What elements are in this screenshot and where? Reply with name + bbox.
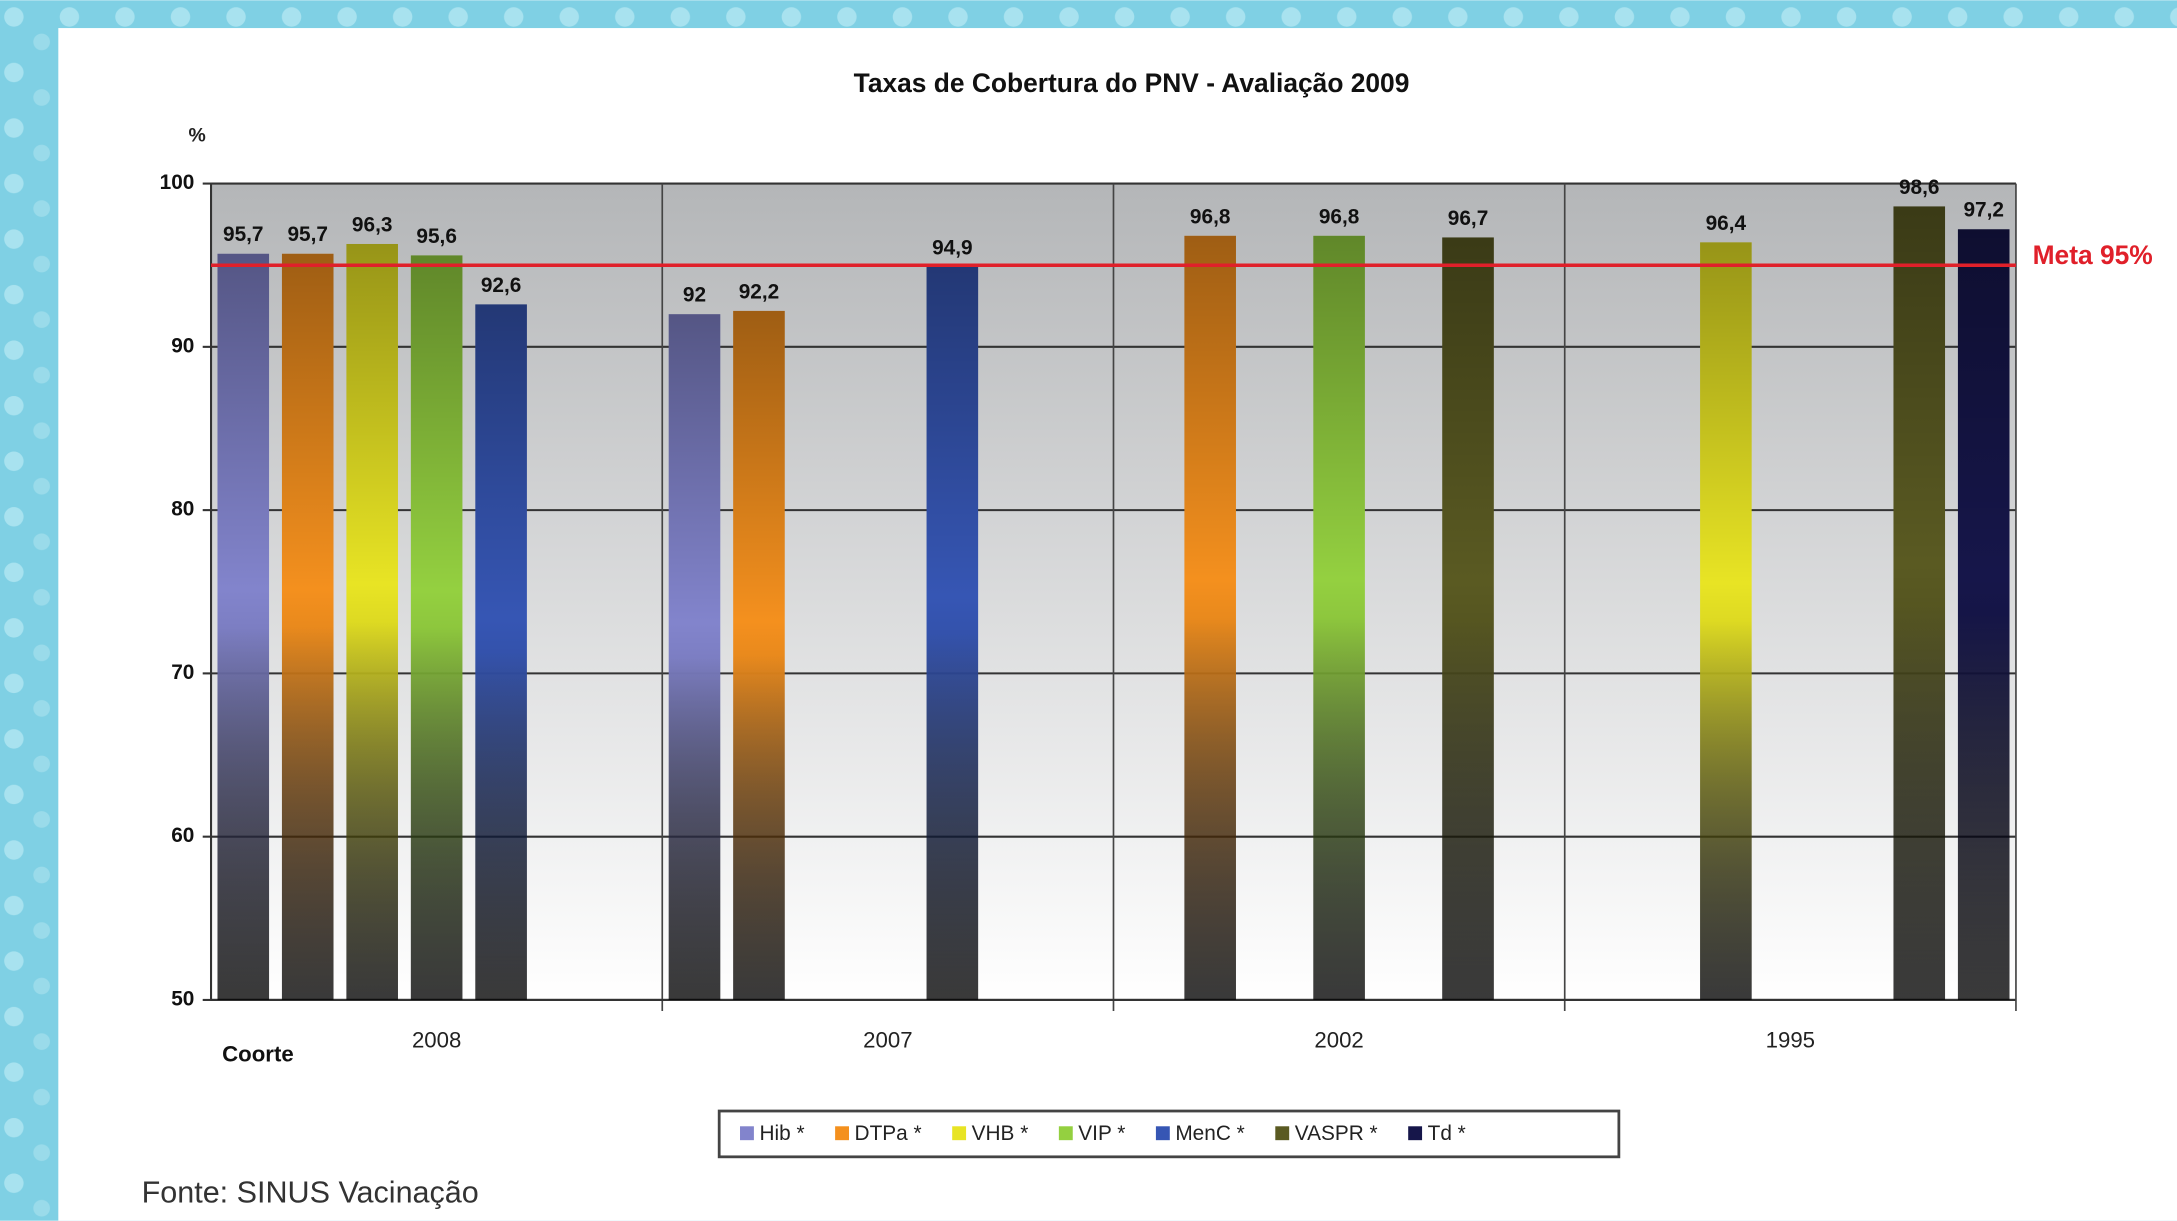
value-label: 95,7 <box>287 223 328 246</box>
value-label: 94,9 <box>932 236 973 259</box>
bar <box>733 310 785 1000</box>
legend-swatch <box>1058 1126 1073 1141</box>
value-label: 96,4 <box>1706 212 1747 235</box>
bar <box>1313 235 1365 1000</box>
chart-title: Taxas de Cobertura do PNV - Avaliação 20… <box>854 68 1410 98</box>
reference-label: Meta 95% <box>2033 240 2153 270</box>
bar <box>1957 229 2010 1000</box>
value-label: 95,6 <box>416 225 457 248</box>
value-label: 96,8 <box>1319 205 1360 228</box>
bar <box>281 253 334 1000</box>
y-tick-label: 70 <box>171 661 194 684</box>
legend-swatch <box>740 1126 754 1141</box>
x-tick-label: 2008 <box>412 1027 461 1052</box>
value-label: 96,3 <box>352 213 393 236</box>
bar <box>410 255 463 1000</box>
bar <box>346 243 398 1000</box>
legend-swatch <box>1155 1126 1170 1141</box>
legend-swatch <box>952 1126 967 1141</box>
x-tick-label: 2002 <box>1314 1027 1363 1052</box>
bar <box>1184 235 1236 1000</box>
value-label: 98,6 <box>1899 176 1940 199</box>
value-label: 96,8 <box>1190 205 1231 228</box>
legend-label: VASPR * <box>1295 1122 1378 1145</box>
legend-swatch <box>1408 1126 1423 1141</box>
legend-swatch <box>1275 1126 1290 1141</box>
bar <box>1893 206 1946 1000</box>
legend-label: VIP * <box>1078 1122 1125 1145</box>
value-label: 92,6 <box>481 274 522 297</box>
x-tick-label: 2007 <box>863 1027 912 1052</box>
bar <box>1442 237 1494 1000</box>
bar <box>475 304 527 1000</box>
legend-label: Td * <box>1428 1122 1466 1145</box>
bar <box>926 266 979 1000</box>
legend-label: DTPa * <box>855 1122 922 1145</box>
x-axis-label: Coorte <box>222 1041 294 1066</box>
y-axis-label: % <box>189 124 206 146</box>
y-tick-label: 60 <box>171 824 194 847</box>
legend-label: MenC * <box>1175 1122 1244 1145</box>
x-tick-label: 1995 <box>1766 1027 1815 1052</box>
y-tick-label: 50 <box>171 987 194 1010</box>
value-label: 97,2 <box>1963 199 2004 222</box>
value-label: 92 <box>683 284 706 307</box>
value-label: 96,7 <box>1448 207 1489 230</box>
source: Fonte: SINUS Vacinação <box>142 1175 479 1209</box>
y-tick-label: 90 <box>171 334 194 357</box>
value-label: 92,2 <box>739 280 780 303</box>
bar <box>1700 242 1752 1000</box>
bar <box>668 314 721 1000</box>
y-tick-label: 80 <box>171 498 194 521</box>
legend-swatch <box>835 1126 850 1141</box>
legend-label: Hib * <box>759 1122 804 1145</box>
legend <box>717 1109 1621 1159</box>
y-tick-label: 100 <box>160 171 195 194</box>
value-label: 95,7 <box>223 223 264 246</box>
legend-label: VHB * <box>972 1122 1029 1145</box>
bar <box>217 253 270 1000</box>
